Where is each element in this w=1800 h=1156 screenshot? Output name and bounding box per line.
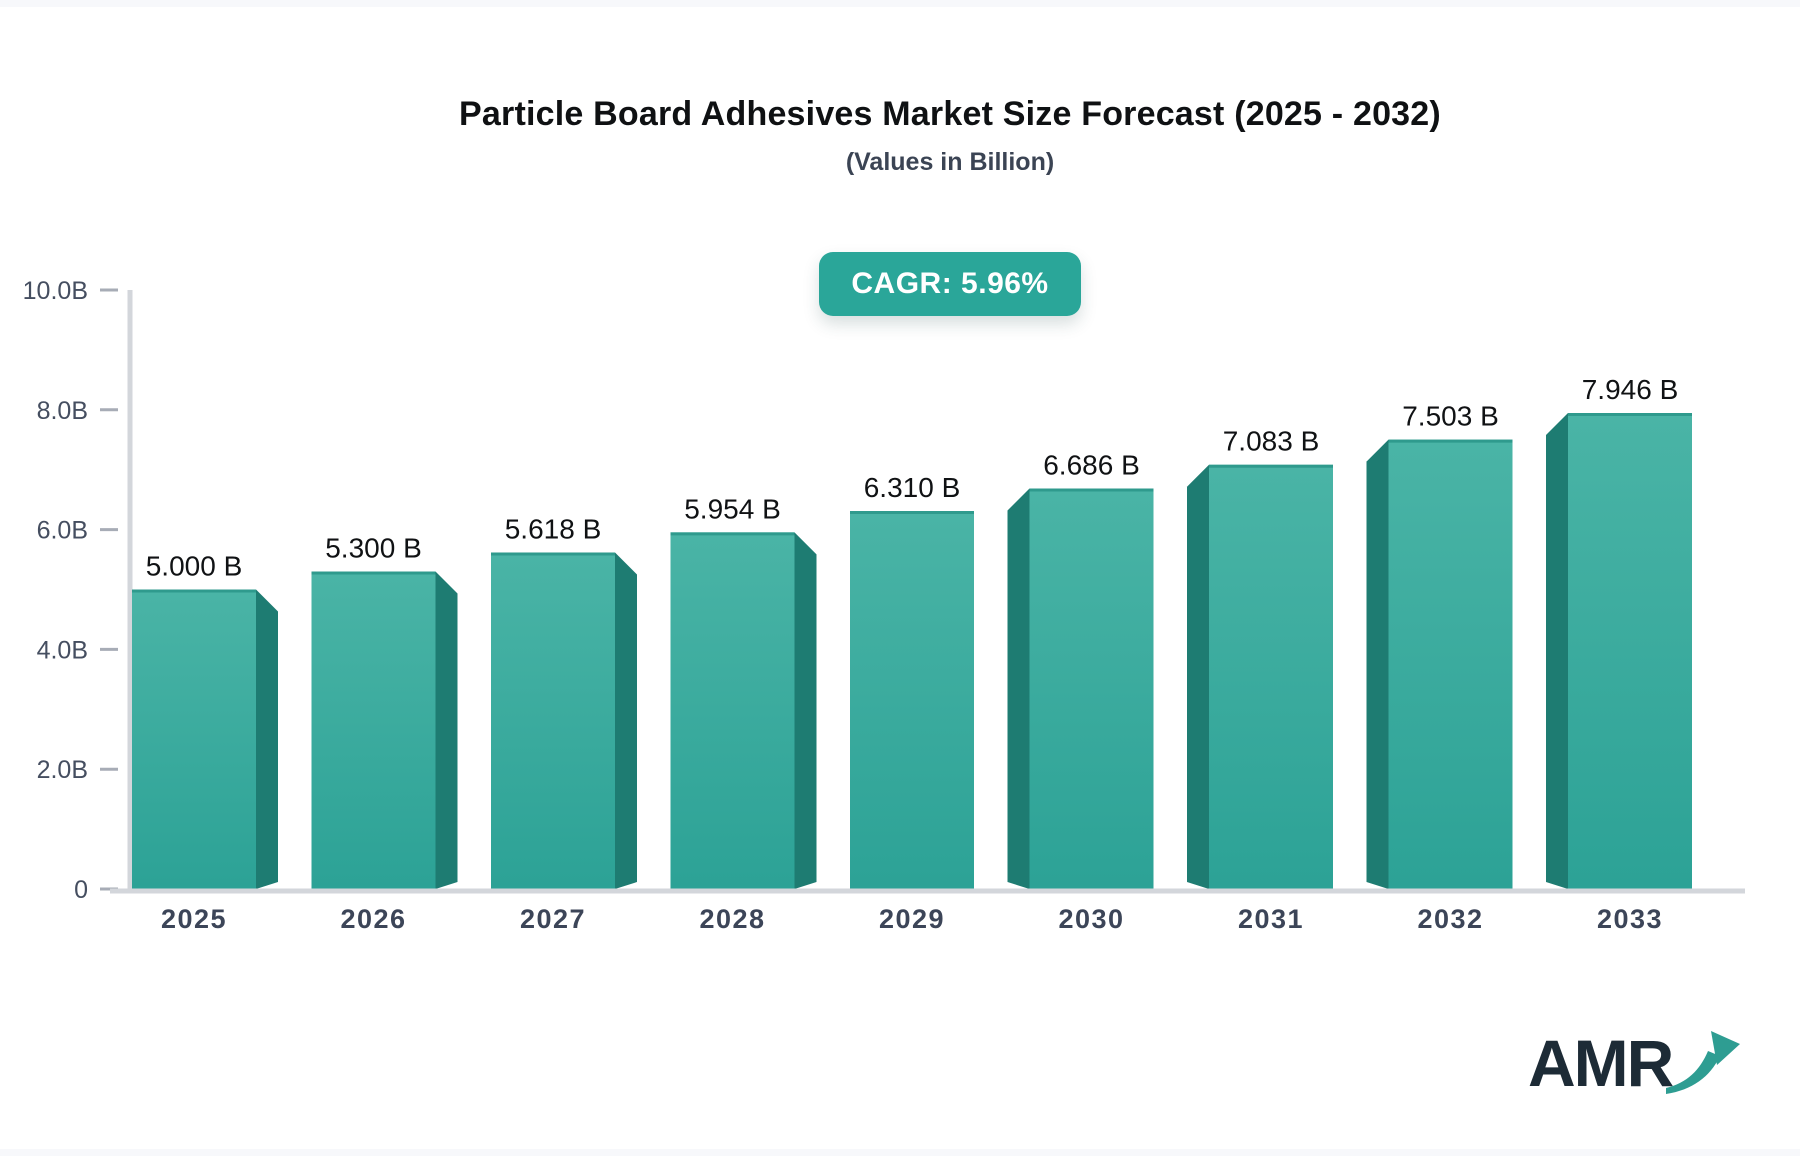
bar-value-label: 7.503 B xyxy=(1402,401,1499,432)
bar-front-face xyxy=(132,589,256,889)
bar-group-2032: 7.503 B 2032 xyxy=(1366,401,1513,934)
bar-side-face xyxy=(1187,464,1209,889)
bottom-edge-strip xyxy=(0,1149,1800,1156)
bar-front-face xyxy=(1388,439,1513,889)
bar-value-label: 5.618 B xyxy=(505,513,602,544)
x-axis-label: 2032 xyxy=(1417,904,1483,934)
x-axis-label: 2029 xyxy=(879,904,945,934)
bar-group-2033: 7.946 B 2033 xyxy=(1546,374,1692,934)
bar-group-2030: 6.686 B 2030 xyxy=(1007,450,1154,934)
chart-subtitle: (Values in Billion) xyxy=(845,148,1055,176)
x-axis-label: 2028 xyxy=(699,904,765,934)
x-axis-label: 2030 xyxy=(1058,904,1124,934)
amr-logo: AMR xyxy=(1528,1028,1742,1102)
bar-group-2031: 7.083 B 2031 xyxy=(1187,426,1333,934)
bar-value-label: 5.000 B xyxy=(146,551,243,582)
bar-side-face xyxy=(615,552,637,889)
x-axis-label: 2033 xyxy=(1597,904,1663,934)
bar-group-2027: 5.618 B 2027 xyxy=(491,513,637,934)
chart-header: Particle Board Adhesives Market Size For… xyxy=(130,92,1770,177)
y-axis-tick-label: 6.0B xyxy=(37,517,88,545)
bar-front-face xyxy=(670,532,795,889)
x-axis-label: 2025 xyxy=(161,904,227,934)
x-axis-label: 2026 xyxy=(340,904,406,934)
bar-value-label: 7.946 B xyxy=(1582,374,1679,405)
y-axis-tick-label: 10.0B xyxy=(23,277,88,305)
bar-side-face xyxy=(1546,413,1568,889)
cagr-badge: CAGR: 5.96% xyxy=(819,252,1081,316)
bar-value-label: 6.686 B xyxy=(1043,450,1140,481)
bar-value-label: 5.300 B xyxy=(325,533,422,564)
amr-logo-text: AMR xyxy=(1528,1026,1674,1100)
cagr-badge-row: CAGR: 5.96% xyxy=(130,252,1770,316)
x-axis-label: 2027 xyxy=(520,904,586,934)
bar-group-2029: 6.310 B 2029 xyxy=(850,472,974,934)
bar-front-face xyxy=(491,552,615,889)
logo-growth-arrow-icon xyxy=(1666,1031,1741,1094)
bar-front-face xyxy=(1209,464,1333,889)
bar-front-face xyxy=(1029,488,1154,889)
bar-side-face xyxy=(1007,488,1030,889)
bar-side-face xyxy=(435,571,458,889)
bar-side-face xyxy=(1366,439,1389,889)
y-axis-tick-label: 0 xyxy=(74,876,88,904)
chart-title: Particle Board Adhesives Market Size For… xyxy=(459,95,1441,133)
top-edge-strip xyxy=(0,0,1800,7)
bar-front-face xyxy=(1568,413,1692,889)
bar-value-label: 7.083 B xyxy=(1223,426,1320,457)
y-axis-tick-label: 8.0B xyxy=(37,397,88,425)
y-axis-tick-label: 2.0B xyxy=(37,756,88,784)
bar-side-face xyxy=(794,532,817,889)
y-axis-tick-label: 4.0B xyxy=(37,636,88,664)
bar-group-2028: 5.954 B 2028 xyxy=(670,493,817,934)
bar-front-face xyxy=(850,511,974,889)
bar-side-face xyxy=(256,589,278,889)
bar-group-2026: 5.300 B 2026 xyxy=(311,533,458,934)
x-axis-label: 2031 xyxy=(1238,904,1304,934)
bar-front-face xyxy=(311,571,436,889)
bar-group-2025: 5.000 B 2025 xyxy=(132,551,278,934)
bar-value-label: 5.954 B xyxy=(684,493,781,524)
bar-value-label: 6.310 B xyxy=(864,472,961,503)
